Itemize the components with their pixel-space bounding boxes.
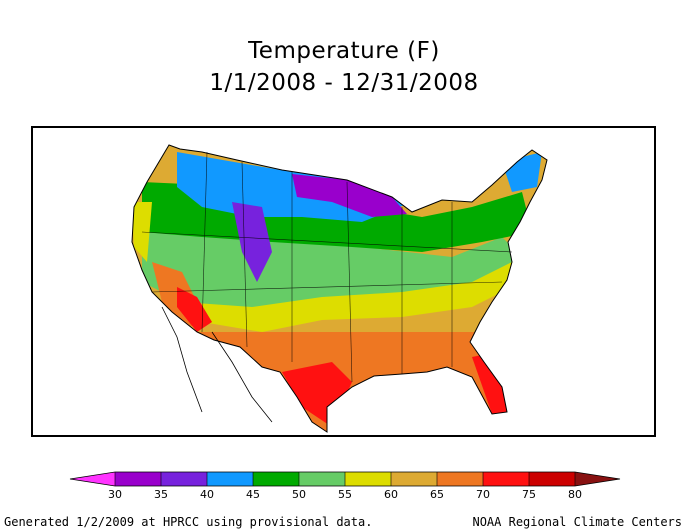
legend-bin bbox=[345, 472, 392, 486]
footer-generated-note: Generated 1/2/2009 at HPRCC using provis… bbox=[4, 515, 373, 529]
temperature-fill bbox=[132, 145, 547, 432]
legend-tick-label: 40 bbox=[200, 488, 214, 501]
temperature-legend: 30 35 40 45 50 55 60 65 70 75 80 bbox=[69, 471, 621, 501]
map-title: Temperature (F) bbox=[248, 38, 440, 64]
us-temperature-map bbox=[131, 144, 548, 433]
legend-bin-above bbox=[575, 472, 620, 486]
legend-bin bbox=[529, 472, 576, 486]
legend-tick-label: 35 bbox=[154, 488, 168, 501]
legend-bin bbox=[437, 472, 484, 486]
legend-tick-label: 70 bbox=[476, 488, 490, 501]
map-date-range: 1/1/2008 - 12/31/2008 bbox=[209, 70, 479, 96]
footer-source: NOAA Regional Climate Centers bbox=[472, 515, 682, 529]
legend-bin bbox=[299, 472, 346, 486]
legend-bin bbox=[115, 472, 162, 486]
legend-tick-label: 60 bbox=[384, 488, 398, 501]
legend-colorbar bbox=[69, 471, 621, 487]
legend-tick-label: 80 bbox=[568, 488, 582, 501]
legend-ticks: 30 35 40 45 50 55 60 65 70 75 80 bbox=[108, 472, 582, 501]
legend-bin-below bbox=[70, 472, 115, 486]
legend-bin bbox=[161, 472, 208, 486]
legend-tick-label: 75 bbox=[522, 488, 536, 501]
legend-bin bbox=[391, 472, 438, 486]
us-outline bbox=[131, 144, 548, 433]
legend-tick-label: 55 bbox=[338, 488, 352, 501]
mexico-outline bbox=[161, 306, 273, 423]
legend-bin bbox=[207, 472, 254, 486]
legend-tick-label: 30 bbox=[108, 488, 122, 501]
legend-bin bbox=[253, 472, 300, 486]
legend-bin bbox=[483, 472, 530, 486]
legend-tick-label: 65 bbox=[430, 488, 444, 501]
legend-tick-label: 50 bbox=[292, 488, 306, 501]
state-boundaries bbox=[141, 151, 513, 383]
map-frame bbox=[31, 126, 656, 437]
legend-tick-label: 45 bbox=[246, 488, 260, 501]
